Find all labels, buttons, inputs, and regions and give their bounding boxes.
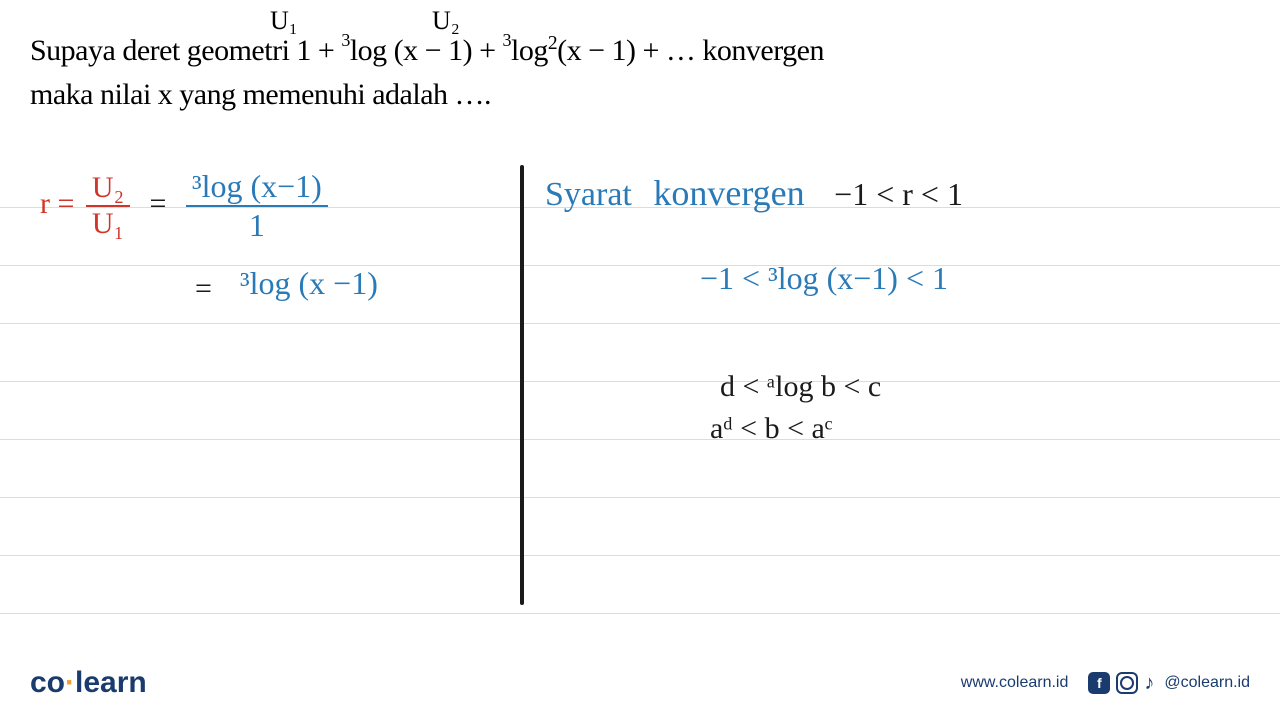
work-r-equals: r = U₂ U₁ = ³log (x−1) 1 [40,168,328,244]
result-log: ³log (x −1) [240,265,378,302]
syarat: Syarat [545,176,632,213]
convergence-condition-title: Syarat konvergen −1 < r < 1 [545,172,963,214]
facebook-icon: f [1088,672,1110,694]
footer: co·learn www.colearn.id f ♪ @colearn.id [30,666,1250,700]
frac-u2: U₂ [86,171,130,207]
range-log: −1 < ³log (x−1) < 1 [700,260,948,297]
social-handle: @colearn.id [1164,674,1250,692]
problem-mid: + [472,34,502,67]
site-url: www.colearn.id [961,674,1069,692]
logo-learn: learn [75,666,147,699]
logo-dot: · [65,666,75,699]
vertical-divider [520,165,524,605]
logo: co·learn [30,666,147,700]
problem-post: + … konvergen [635,34,824,67]
instagram-icon [1116,672,1138,694]
konvergen: konvergen [653,173,804,213]
equals-1: = [150,187,167,220]
frac-log-num: ³log (x−1) [186,168,328,207]
tiktok-icon: ♪ [1144,672,1154,695]
problem-pre: Supaya deret geometri 1 + [30,34,341,67]
problem-statement: Supaya deret geometri 1 + 3log (x − 1) +… [30,30,824,116]
frac-u1: U₁ [86,207,130,241]
problem-line2: maka nilai x yang memenuhi adalah …. [30,74,824,116]
r-label: r = [40,187,74,220]
general-form-1: d < ᵃlog b < c [720,370,881,404]
logo-co: co [30,666,65,699]
social-icons: f ♪ @colearn.id [1088,672,1250,695]
general-form-2: aᵈ < b < aᶜ [710,412,832,446]
range-r: −1 < r < 1 [834,176,963,212]
equals-2: = [195,272,212,306]
frac-log-den: 1 [186,207,328,244]
